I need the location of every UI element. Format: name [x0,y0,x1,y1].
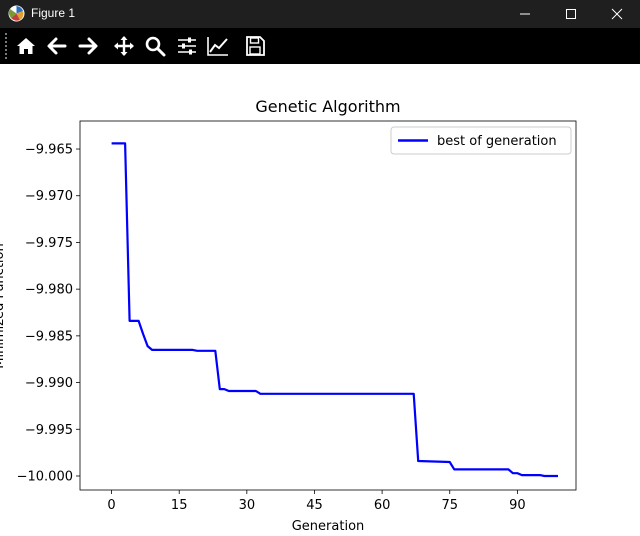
x-axis: 0 15 30 45 60 75 90 [107,490,526,513]
toolbar-grip[interactable] [5,32,7,60]
close-button[interactable] [594,0,640,28]
x-tick-label: 30 [239,498,256,513]
chart-title: Genetic Algorithm [255,97,400,116]
move-icon [114,36,134,56]
line-chart-icon [207,37,228,56]
edit-axes-button[interactable] [206,34,230,58]
forward-button[interactable] [76,34,100,58]
y-tick-label: −9.990 [25,376,73,391]
home-icon [17,38,35,54]
y-axis-label: Minimized Function [0,243,7,368]
maximize-button[interactable] [548,0,594,28]
y-tick-label: −9.995 [25,423,73,438]
x-tick-label: 60 [374,498,391,513]
series-layer [111,142,558,478]
magnifier-icon [145,36,166,57]
close-icon [611,8,623,20]
legend-box [390,126,572,155]
x-tick-label: 45 [306,498,323,513]
y-tick-label: −9.985 [25,329,73,344]
home-button[interactable] [14,34,38,58]
x-tick-label: 90 [509,498,526,513]
pan-button[interactable] [112,34,136,58]
y-tick-label: −9.965 [25,143,73,158]
navigation-toolbar [0,28,640,64]
legend: best of generation [390,126,572,155]
plot-area [80,121,576,490]
minimize-icon [520,13,530,15]
app-icon [8,5,25,22]
x-tick-label: 0 [107,498,115,513]
y-tick-label: −9.975 [25,236,73,251]
arrow-left-icon [47,37,67,55]
window-title: Figure 1 [31,6,76,20]
back-button[interactable] [45,34,69,58]
save-button[interactable] [243,34,267,58]
sliders-icon [178,37,196,55]
y-axis: −9.965 −9.970 −9.975 −9.980 −9.985 −9.990 −9.9… [17,143,80,484]
chart: 0 15 30 45 60 75 90 −9.965−9.970−9.975−9.980−9… [0,97,577,534]
y-tick-label: −10.000 [17,469,73,484]
x-tick-label: 75 [441,498,458,513]
minimize-button[interactable] [502,0,548,28]
floppy-disk-icon [246,36,265,56]
subplots-button[interactable] [175,34,199,58]
zoom-button[interactable] [143,34,167,58]
y-tick-label: −9.980 [25,283,73,298]
arrow-right-icon [78,37,98,55]
x-axis-label: Generation [292,519,365,534]
y-tick-label: −9.970 [25,189,73,204]
series-line-best-of-generation [111,142,558,478]
legend-label: best of generation [437,134,557,149]
title-bar: Figure 1 [0,0,640,28]
figure-canvas: 0 15 30 45 60 75 90 −9.965 −9.970 −9.975 −9.980 −9… [0,64,640,536]
maximize-icon [566,9,576,19]
x-tick-label: 15 [171,498,188,513]
axes-frame [79,120,577,491]
